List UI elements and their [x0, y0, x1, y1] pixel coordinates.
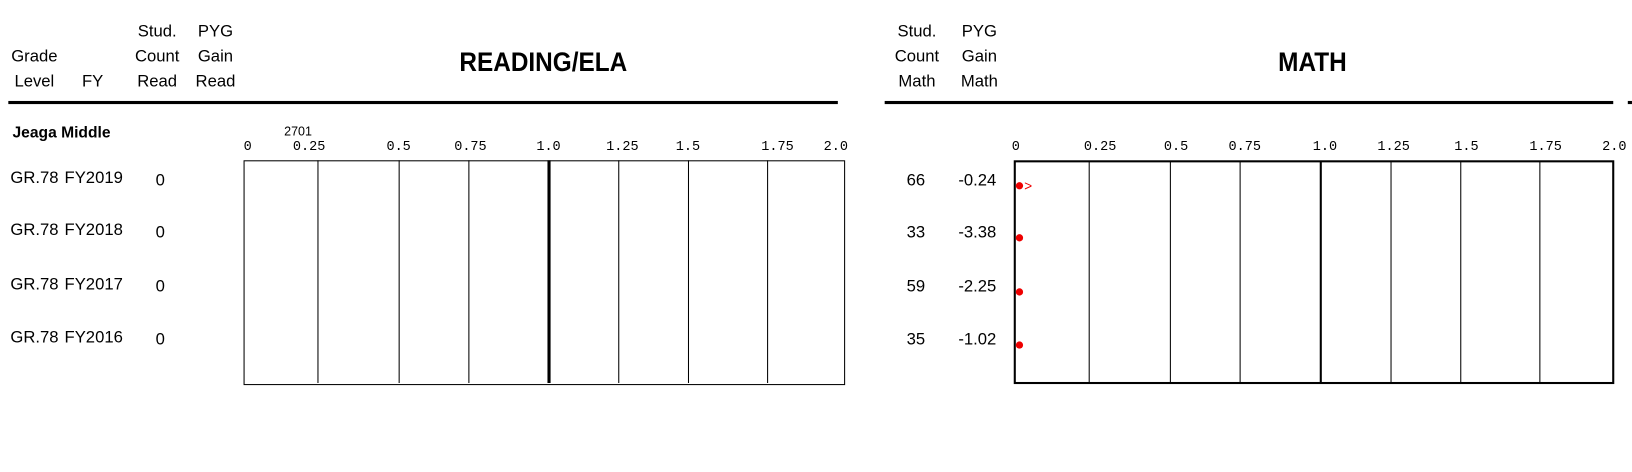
- scale-tick-label: 0.25: [292, 138, 326, 155]
- scale-tick-label: 1.75: [761, 138, 794, 155]
- column-header: PYG: [961, 22, 997, 41]
- gain-math-cell: -1.02: [958, 330, 997, 349]
- gain-math-cell: -2.25: [958, 277, 997, 296]
- column-header: FY: [81, 72, 104, 91]
- column-header: Grade: [11, 47, 58, 66]
- count-read-cell: 0: [155, 330, 165, 349]
- gain-marker: [1015, 341, 1024, 349]
- scale-note: 2701: [284, 123, 312, 139]
- count-math-cell: 59: [906, 277, 926, 296]
- fy-cell: FY2017: [64, 275, 123, 294]
- scale-line: [398, 160, 400, 384]
- gain-marker: [1015, 288, 1024, 296]
- scale-line: [687, 160, 690, 384]
- column-header: Math: [960, 72, 998, 91]
- column-header: Stud.: [897, 22, 937, 41]
- reading-scale-box: [243, 160, 846, 386]
- column-header: Gain: [197, 47, 234, 66]
- scale-line: [1088, 161, 1090, 384]
- scale-tick-label: 1.75: [1529, 138, 1562, 155]
- gain-marker: [1015, 182, 1024, 190]
- scale-tick-label: 1.5: [675, 138, 701, 155]
- scale-tick-label: 1.25: [1377, 138, 1410, 155]
- gain-math-cell: -0.24: [958, 171, 997, 190]
- header-rule: [884, 100, 1614, 105]
- count-read-cell: 0: [155, 223, 165, 242]
- count-read-cell: 0: [155, 277, 165, 296]
- scale-line: [1169, 161, 1171, 384]
- column-header: Read: [195, 72, 236, 91]
- fy-cell: FY2019: [64, 169, 123, 188]
- scale-tick-label: 0.25: [1083, 138, 1117, 155]
- off-scale-arrow: >: [1024, 179, 1033, 195]
- grade-cell: GR.78: [10, 221, 59, 240]
- fy-cell: FY2016: [64, 328, 123, 347]
- column-header: Stud.: [137, 22, 177, 41]
- column-header: Count: [894, 47, 940, 66]
- count-math-cell: 35: [906, 330, 926, 349]
- fy-cell: FY2018: [64, 221, 123, 240]
- math-scale-box: [1013, 160, 1615, 385]
- gain-math-cell: -3.38: [958, 223, 997, 242]
- section-title: MATH: [1278, 45, 1347, 78]
- scale-tick-label: 1.5: [1454, 138, 1479, 155]
- grade-cell: GR.78: [10, 275, 59, 294]
- scale-line: [1460, 161, 1462, 384]
- scale-tick-label: 0.5: [386, 138, 411, 155]
- scale-tick-label: 1.25: [606, 138, 639, 155]
- count-math-cell: 33: [906, 223, 926, 242]
- section-title: READING/ELA: [459, 45, 628, 78]
- scale-tick-label: 0: [243, 138, 252, 155]
- scale-tick-label: 0.75: [1228, 138, 1262, 155]
- gain-marker: [1015, 234, 1024, 242]
- scale-line: [1539, 161, 1541, 384]
- scale-tick-label: 2.0: [1602, 138, 1627, 155]
- column-header: Math: [898, 72, 936, 91]
- column-header: Read: [137, 72, 178, 91]
- scale-tick-label: 0.5: [1163, 138, 1189, 155]
- grade-cell: GR.78: [10, 169, 59, 188]
- scale-line: [468, 160, 470, 384]
- grade-cell: GR.78: [10, 328, 59, 347]
- scale-line: [618, 160, 620, 384]
- header-rule: [8, 100, 838, 105]
- scale-tick-label: 0.75: [454, 138, 487, 155]
- scale-tick-label: 1.0: [1312, 138, 1338, 155]
- school-name: Jeaga Middle: [12, 123, 111, 142]
- column-header: Count: [134, 47, 180, 66]
- scale-line: [317, 160, 319, 384]
- scale-tick-label: 0: [1011, 138, 1020, 155]
- scale-line: [1239, 161, 1241, 384]
- column-header: PYG: [197, 22, 234, 41]
- count-read-cell: 0: [155, 171, 165, 190]
- column-header: Level: [14, 72, 55, 91]
- scale-tick-label: 1.0: [536, 138, 561, 155]
- scale-line: [767, 160, 769, 384]
- scale-tick-label: 2.0: [823, 138, 848, 155]
- header-rule: [1627, 100, 1632, 105]
- scale-line: [1319, 161, 1322, 384]
- scale-line: [1390, 161, 1392, 384]
- scale-line: [547, 160, 551, 384]
- count-math-cell: 66: [906, 171, 926, 190]
- column-header: Gain: [961, 47, 997, 66]
